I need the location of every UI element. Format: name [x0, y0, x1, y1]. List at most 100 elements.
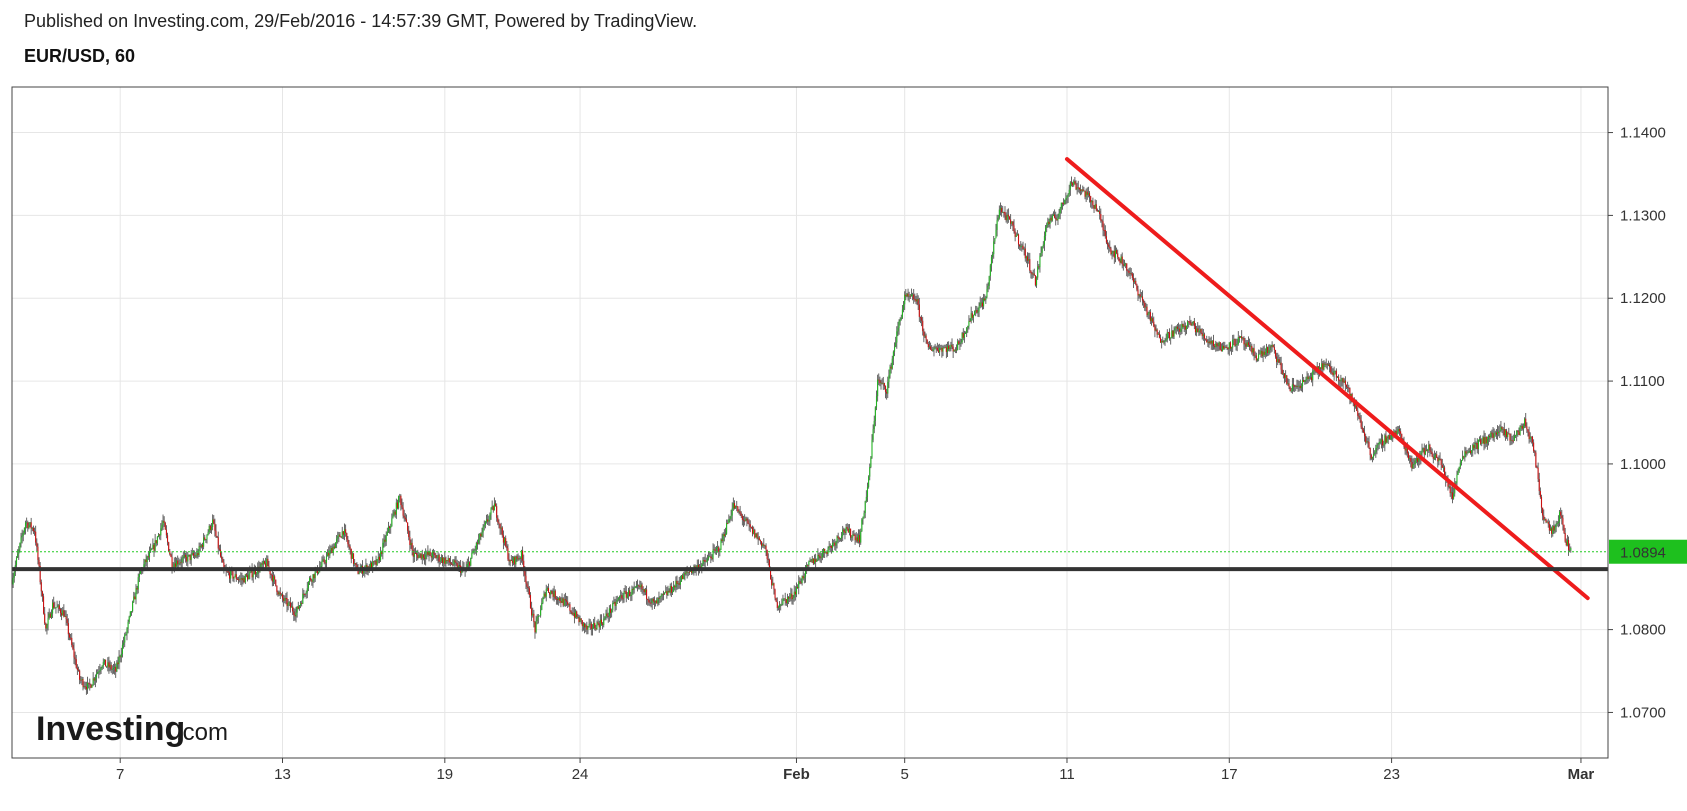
candle-body [166, 535, 169, 543]
candle-body [909, 295, 911, 297]
candle-body [1531, 436, 1534, 443]
candle-body [618, 596, 621, 599]
candle-body [1360, 420, 1362, 428]
candle-body [1247, 342, 1249, 346]
candle-body [717, 547, 719, 548]
candle-body [608, 608, 610, 617]
candle-body [812, 558, 814, 564]
candle-body [1100, 214, 1102, 221]
candle-body [599, 619, 601, 628]
candle-body [307, 582, 309, 589]
candle-body [339, 534, 341, 537]
candle-body [1137, 289, 1139, 296]
candle-body [996, 220, 998, 230]
candle-body [821, 552, 823, 558]
candle-body [1294, 385, 1296, 387]
candle-body [150, 549, 152, 552]
candle-body [334, 542, 337, 549]
candle-body [607, 616, 609, 617]
candle-body [1198, 330, 1200, 333]
candle-body [565, 600, 568, 602]
candle-body [1240, 336, 1242, 338]
candle-body [1471, 450, 1473, 454]
candle-body [504, 538, 506, 543]
candle-body [1495, 432, 1497, 435]
candle-body [763, 544, 765, 546]
candle-body [676, 580, 678, 584]
candle-body [1422, 448, 1424, 451]
candle-body [824, 548, 826, 554]
candle-body [1477, 439, 1479, 450]
candle-body [1253, 348, 1255, 356]
candle-body [382, 542, 384, 554]
candle-body [261, 563, 263, 565]
candle-body [43, 596, 45, 614]
candle-body [161, 524, 163, 529]
candle-body [1014, 231, 1016, 237]
candle-body [564, 599, 566, 601]
candle-body [181, 558, 183, 563]
candle-body [720, 539, 722, 550]
candle-body [614, 601, 616, 606]
candle-body [723, 534, 725, 537]
candle-body [1049, 217, 1051, 225]
candle-body [349, 546, 351, 549]
candle-body [1423, 448, 1425, 455]
candle-body [271, 574, 273, 582]
candle-body [784, 598, 786, 600]
price-tick-label: 1.1300 [1620, 207, 1666, 224]
candle-body [1216, 343, 1218, 346]
candle-body [287, 602, 289, 606]
candle-body [1305, 379, 1307, 381]
candle-body [297, 606, 299, 609]
candle-body [1562, 517, 1564, 525]
candle-body [758, 537, 760, 541]
candle-body [1400, 431, 1402, 434]
candle-body [997, 217, 999, 221]
candle-body [1499, 430, 1501, 433]
candle-body [560, 601, 562, 603]
candle-body [223, 562, 225, 570]
candle-body [1006, 214, 1008, 221]
candle-body [294, 614, 296, 617]
candle-body [82, 679, 84, 687]
candle-body [713, 549, 715, 551]
candle-body [875, 396, 878, 408]
candle-body [839, 538, 841, 540]
candle-body [1373, 454, 1375, 458]
candle-body [853, 534, 855, 536]
candle-body [1330, 366, 1332, 373]
candle-body [1104, 230, 1106, 237]
candle-body [606, 613, 608, 617]
candle-body [714, 549, 716, 551]
candle-body [655, 600, 657, 603]
candle-body [1515, 435, 1517, 437]
candle-body [972, 315, 974, 318]
candle-body [1149, 312, 1151, 321]
candle-body [343, 529, 346, 535]
candle-body [1518, 431, 1520, 435]
candle-body [1440, 459, 1442, 466]
candle-body [1075, 183, 1077, 190]
candle-body [792, 597, 794, 600]
candle-body [1458, 466, 1460, 472]
candle-body [1394, 430, 1396, 433]
candle-body [1252, 348, 1254, 353]
candle-body [1435, 454, 1437, 457]
candle-body [625, 591, 627, 598]
candle-body [1004, 212, 1006, 216]
candle-body [731, 508, 733, 516]
candle-body [1349, 388, 1351, 399]
candle-body [747, 520, 749, 524]
candle-body [1184, 325, 1186, 330]
candle-body [555, 598, 557, 600]
candle-body [1024, 248, 1026, 259]
candle-body [1199, 329, 1201, 331]
candle-body [165, 529, 167, 536]
candle-body [156, 536, 158, 544]
candle-body [376, 559, 378, 566]
candle-body [687, 571, 689, 573]
candle-body [1141, 296, 1144, 301]
candle-body [1003, 211, 1005, 213]
